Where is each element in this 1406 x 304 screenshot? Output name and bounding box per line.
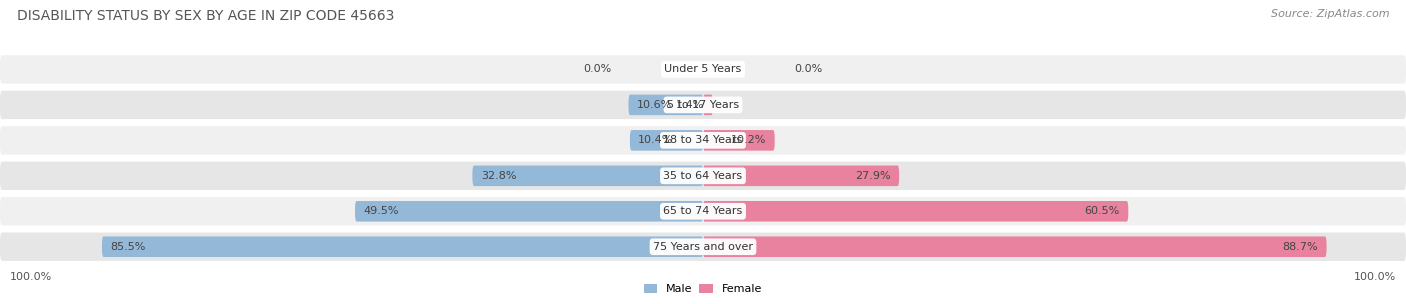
Text: 10.2%: 10.2% (731, 135, 766, 145)
FancyBboxPatch shape (0, 55, 1406, 84)
Text: 32.8%: 32.8% (481, 171, 516, 181)
FancyBboxPatch shape (0, 197, 1406, 226)
FancyBboxPatch shape (628, 95, 703, 115)
FancyBboxPatch shape (703, 237, 1327, 257)
Text: 10.6%: 10.6% (637, 100, 672, 110)
Text: 10.4%: 10.4% (638, 135, 673, 145)
FancyBboxPatch shape (0, 91, 1406, 119)
Text: 49.5%: 49.5% (363, 206, 399, 216)
FancyBboxPatch shape (703, 166, 900, 186)
FancyBboxPatch shape (703, 201, 1129, 222)
FancyBboxPatch shape (630, 130, 703, 151)
Text: DISABILITY STATUS BY SEX BY AGE IN ZIP CODE 45663: DISABILITY STATUS BY SEX BY AGE IN ZIP C… (17, 9, 394, 23)
Text: 5 to 17 Years: 5 to 17 Years (666, 100, 740, 110)
FancyBboxPatch shape (0, 162, 1406, 190)
Text: 1.4%: 1.4% (676, 100, 704, 110)
Text: 100.0%: 100.0% (10, 272, 52, 282)
FancyBboxPatch shape (0, 233, 1406, 261)
Text: 35 to 64 Years: 35 to 64 Years (664, 171, 742, 181)
Text: 100.0%: 100.0% (1354, 272, 1396, 282)
FancyBboxPatch shape (101, 237, 703, 257)
Text: 0.0%: 0.0% (583, 64, 612, 74)
Text: 88.7%: 88.7% (1282, 242, 1319, 252)
Text: 0.0%: 0.0% (794, 64, 823, 74)
Text: Under 5 Years: Under 5 Years (665, 64, 741, 74)
FancyBboxPatch shape (354, 201, 703, 222)
Text: Source: ZipAtlas.com: Source: ZipAtlas.com (1271, 9, 1389, 19)
Text: 85.5%: 85.5% (110, 242, 146, 252)
Text: 65 to 74 Years: 65 to 74 Years (664, 206, 742, 216)
Legend: Male, Female: Male, Female (640, 279, 766, 299)
Text: 18 to 34 Years: 18 to 34 Years (664, 135, 742, 145)
FancyBboxPatch shape (703, 95, 713, 115)
Text: 75 Years and over: 75 Years and over (652, 242, 754, 252)
FancyBboxPatch shape (0, 126, 1406, 154)
FancyBboxPatch shape (703, 130, 775, 151)
FancyBboxPatch shape (472, 166, 703, 186)
Text: 27.9%: 27.9% (855, 171, 891, 181)
Text: 60.5%: 60.5% (1084, 206, 1119, 216)
